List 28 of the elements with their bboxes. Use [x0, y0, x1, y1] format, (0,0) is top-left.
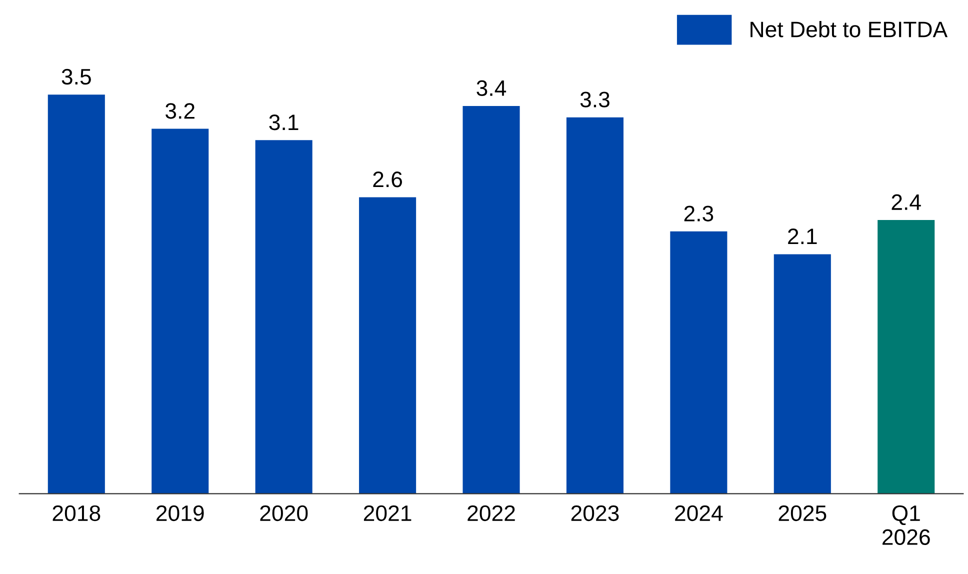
data-label: 3.1	[269, 114, 298, 130]
legend-label: Net Debt to EBITDA	[750, 21, 948, 38]
data-label: 2.6	[373, 172, 402, 188]
bar	[878, 220, 935, 494]
data-label: 3.3	[580, 92, 610, 108]
x-tick-label: 2020	[260, 505, 308, 522]
data-label: 3.5	[62, 68, 91, 85]
bar	[152, 128, 209, 494]
bar	[48, 94, 105, 494]
bar	[462, 106, 520, 494]
bar	[670, 231, 728, 494]
x-tick-label: 2024	[675, 505, 723, 522]
data-label: 2.1	[788, 228, 817, 244]
x-tick-label: Q1 2026	[882, 505, 930, 546]
x-tick-label: 2023	[571, 505, 619, 522]
data-label: 3.4	[476, 80, 506, 96]
bar	[774, 254, 831, 494]
bar	[255, 140, 312, 494]
x-tick-label: 2021	[364, 505, 412, 522]
x-tick-label: 2022	[468, 505, 515, 522]
x-tick-label: 2018	[52, 505, 100, 522]
x-tick-label: 2019	[156, 505, 204, 522]
bar	[566, 117, 624, 494]
x-tick-label: 2025	[778, 505, 826, 522]
bar	[359, 197, 416, 494]
data-label: 2.4	[892, 194, 921, 210]
data-label: 3.2	[166, 103, 194, 119]
data-label: 2.3	[684, 206, 714, 222]
